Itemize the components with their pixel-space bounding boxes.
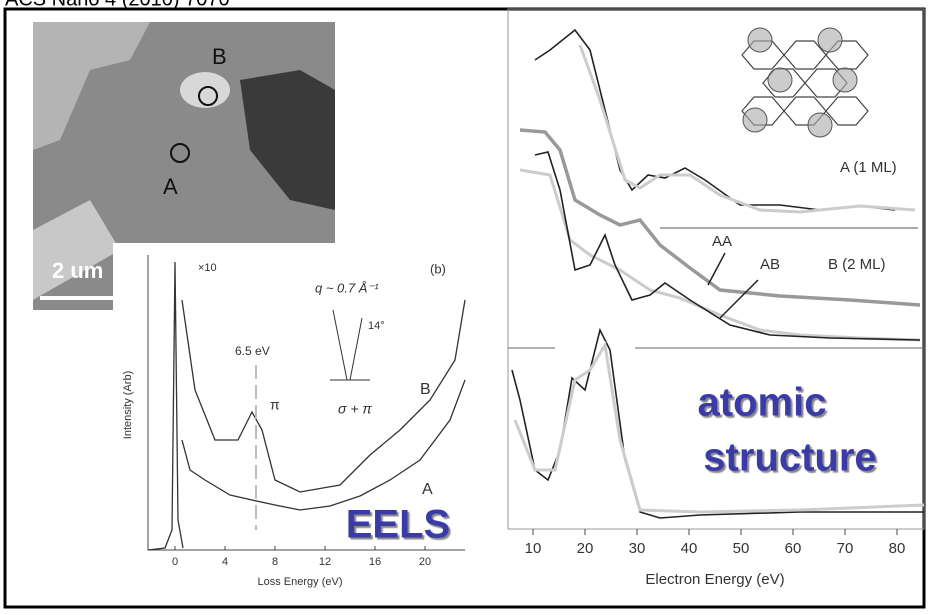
x-tick-label: 80 [889, 540, 906, 557]
spectrum-label: A (1 ML) [840, 159, 897, 176]
y-axis-label: Intensity (Arb) [122, 371, 134, 439]
x-tick-label: 60 [785, 540, 802, 557]
annotation: π [270, 397, 280, 413]
scale-bar-label: 2 um [52, 258, 103, 283]
spectrum-label: AB [760, 256, 780, 273]
x-tick-label: 8 [272, 556, 278, 568]
spectrum-label: AA [712, 233, 732, 250]
x-axis-label: Loss Energy (eV) [258, 576, 343, 588]
caption: atomic [698, 381, 827, 425]
annotation: 14° [368, 320, 385, 332]
point-label: A [163, 174, 178, 199]
x-tick-label: 16 [369, 556, 381, 568]
eels-panel: ×10 (b) q ~ 0.7 Å⁻¹ 14° 6.5 eV π σ + π B… [113, 243, 470, 600]
spectrum-label: B (2 ML) [828, 256, 886, 273]
x-tick-label: 20 [419, 556, 431, 568]
annotation: q ~ 0.7 Å⁻¹ [315, 280, 379, 295]
slide: ACS Nano 4 (2010) 7070 B A 2 um ×10 (b) … [0, 0, 930, 610]
x-tick-label: 12 [319, 556, 331, 568]
x-tick-label: 4 [222, 556, 228, 568]
annotation: A [422, 481, 433, 498]
x-tick-label: 70 [837, 540, 854, 557]
point-label: B [212, 44, 227, 69]
panel-label: (b) [430, 261, 446, 276]
x-tick-label: 30 [629, 540, 646, 557]
x-tick-label: 10 [525, 540, 542, 557]
annotation: σ + π [338, 401, 372, 417]
x-tick-label: 20 [577, 540, 594, 557]
x-axis-label: Electron Energy (eV) [645, 571, 784, 588]
annotation: B [420, 381, 431, 398]
annotation: ×10 [198, 262, 217, 274]
x-tick-label: 0 [172, 556, 178, 568]
caption: EELS [346, 503, 450, 547]
x-tick-label: 50 [733, 540, 750, 557]
caption: structure [703, 436, 876, 480]
x-tick-label: 40 [681, 540, 698, 557]
annotation: 6.5 eV [235, 344, 270, 358]
